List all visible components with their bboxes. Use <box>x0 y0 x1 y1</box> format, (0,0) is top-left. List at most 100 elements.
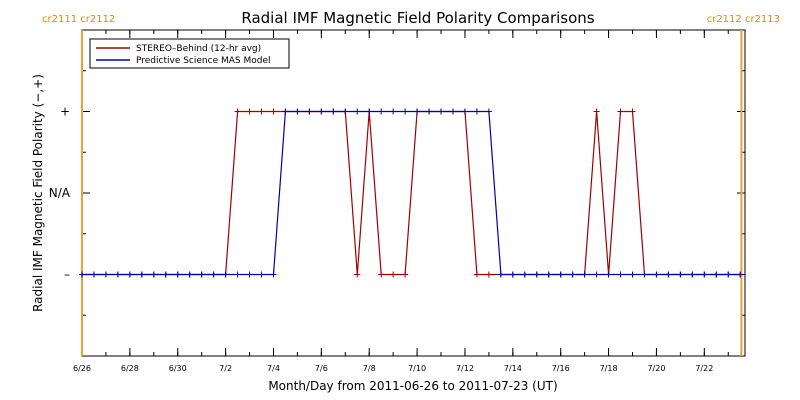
x-tick-label: 7/10 <box>408 364 426 373</box>
data-point <box>330 108 337 115</box>
data-point <box>713 271 720 278</box>
data-point <box>569 271 576 278</box>
data-point <box>378 271 385 278</box>
data-point <box>653 271 660 278</box>
data-point <box>354 271 361 278</box>
data-point <box>629 108 636 115</box>
y-tick-label: N/A <box>49 186 71 200</box>
x-tick-label: 7/6 <box>315 364 328 373</box>
data-point <box>402 108 409 115</box>
data-point <box>186 271 193 278</box>
legend-label-stereo: STEREO–Behind (12-hr avg) <box>136 44 261 54</box>
data-point <box>162 271 169 278</box>
data-point <box>461 108 468 115</box>
data-point <box>677 271 684 278</box>
data-point <box>90 271 97 278</box>
data-point <box>318 108 325 115</box>
carrington-rotation-lines <box>81 30 743 356</box>
data-point <box>210 271 217 278</box>
data-point <box>629 271 636 278</box>
data-point <box>79 271 85 278</box>
data-point <box>378 108 385 115</box>
x-tick-label: 7/18 <box>600 364 618 373</box>
data-point <box>342 108 349 115</box>
series-1 <box>79 108 744 278</box>
y-axis-ticks: + N/A – <box>49 29 745 357</box>
y-tick-label: – <box>64 268 70 282</box>
data-point <box>174 271 181 278</box>
x-axis-label: Month/Day from 2011-06-26 to 2011-07-23 … <box>268 379 557 393</box>
data-point <box>485 108 492 115</box>
data-point <box>605 271 612 278</box>
x-tick-label: 7/4 <box>267 364 280 373</box>
y-tick-label: + <box>60 105 70 119</box>
data-point <box>725 271 732 278</box>
data-point <box>402 271 409 278</box>
data-point <box>689 271 696 278</box>
x-tick-label: 7/20 <box>647 364 665 373</box>
data-point <box>390 108 397 115</box>
data-point <box>138 271 145 278</box>
x-tick-label: 7/8 <box>363 364 376 373</box>
data-point <box>150 271 157 278</box>
data-point <box>617 271 624 278</box>
carrington-label: cr2112 cr2113 <box>707 14 780 25</box>
y-axis-label: Radial IMF Magnetic Field Polarity (−,+) <box>31 74 45 312</box>
plot-frame <box>81 29 746 357</box>
series-line <box>82 110 741 276</box>
data-point <box>258 271 265 278</box>
x-axis-ticks: 6/26 6/28 6/30 7/2 7/4 7/6 7/8 7/10 7/12 7/14 7/16… <box>73 30 729 373</box>
data-point <box>449 108 456 115</box>
data-point <box>665 271 672 278</box>
data-point <box>509 271 516 278</box>
data-point <box>270 271 277 278</box>
data-point <box>354 108 361 115</box>
data-point <box>198 271 205 278</box>
data-point <box>126 271 133 278</box>
data-point <box>102 271 109 278</box>
data-point <box>234 271 241 278</box>
x-tick-label: 6/30 <box>169 364 187 373</box>
x-tick-label: 7/16 <box>552 364 570 373</box>
data-point <box>497 271 504 278</box>
data-point <box>593 271 600 278</box>
data-point <box>366 108 373 115</box>
series-layer <box>79 108 744 278</box>
data-point <box>617 108 624 115</box>
data-point <box>246 271 253 278</box>
legend-label-mas-model: Predictive Science MAS Model <box>136 56 271 66</box>
data-point <box>557 271 564 278</box>
x-tick-label: 7/12 <box>456 364 474 373</box>
data-point <box>581 271 588 278</box>
data-point <box>258 108 265 115</box>
data-point <box>545 271 552 278</box>
data-point <box>222 271 229 278</box>
x-tick-label: 7/2 <box>219 364 232 373</box>
legend-box <box>89 38 290 69</box>
data-point <box>114 271 121 278</box>
data-point <box>414 108 421 115</box>
x-tick-label: 7/14 <box>504 364 522 373</box>
data-point <box>426 108 433 115</box>
carrington-label: cr2111 cr2112 <box>42 14 115 25</box>
data-point <box>701 271 708 278</box>
data-point <box>485 271 492 278</box>
x-tick-label: 6/28 <box>121 364 139 373</box>
x-tick-label: 7/22 <box>695 364 713 373</box>
data-point <box>390 271 397 278</box>
data-point <box>306 108 313 115</box>
data-point <box>234 108 241 115</box>
data-point <box>282 108 289 115</box>
data-point <box>533 271 540 278</box>
legend: STEREO–Behind (12-hr avg) Predictive Sci… <box>89 38 290 69</box>
data-point <box>473 108 480 115</box>
series-0 <box>79 108 744 278</box>
data-point <box>246 108 253 115</box>
data-point <box>641 271 648 278</box>
data-point <box>521 271 528 278</box>
data-point <box>737 271 744 278</box>
x-tick-label: 6/26 <box>73 364 91 373</box>
data-point <box>593 108 600 115</box>
carrington-rotation-labels: cr2111 cr2112 cr2112 cr2113 <box>42 14 780 25</box>
